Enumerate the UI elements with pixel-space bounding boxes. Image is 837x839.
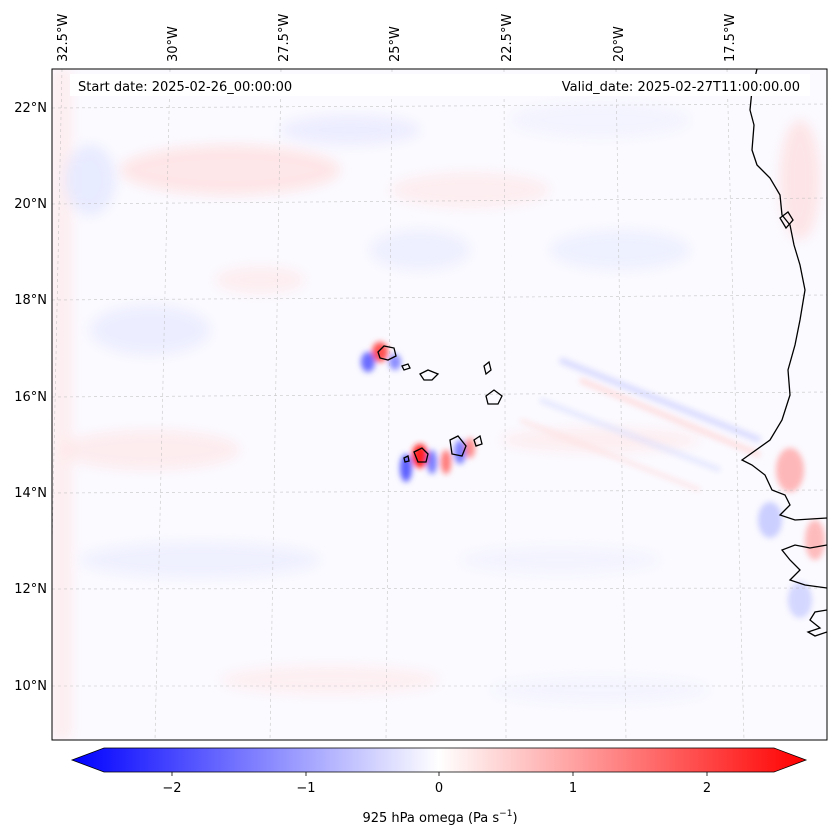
gridlines — [52, 69, 827, 740]
lat-tick-label: 22°N — [14, 101, 47, 116]
lon-tick-label: 17.5°W — [723, 14, 738, 62]
longitude-ticks: 32.5°W 30°W 27.5°W 25°W 22.5°W 20°W 17.5… — [56, 14, 738, 62]
lon-tick-label: 32.5°W — [56, 14, 71, 62]
lat-tick-label: 18°N — [14, 293, 47, 308]
lat-tick-label: 16°N — [14, 390, 47, 405]
colorbar-tick-label: 2 — [703, 781, 711, 796]
lon-tick-label: 27.5°W — [277, 14, 292, 62]
colorbar: −2 −1 0 1 2 925 hPa omega (Pa s−1) — [70, 747, 808, 826]
colorbar-tick-label: 0 — [435, 781, 443, 796]
header-band — [70, 74, 810, 96]
map-frame — [51, 68, 828, 741]
colorbar-title: 925 hPa omega (Pa s−1) — [362, 809, 517, 826]
lat-tick-label: 10°N — [14, 679, 47, 694]
colorbar-tick-label: −1 — [296, 781, 315, 796]
map-panel: Start date: 2025-02-26_00:00:00 Valid_da… — [51, 68, 828, 741]
valid-date-label: Valid_date: 2025-02-27T11:00:00.00 — [562, 80, 800, 95]
colorbar-tick-label: −2 — [162, 781, 181, 796]
colorbar-bar — [70, 747, 808, 773]
lon-tick-label: 30°W — [166, 26, 181, 62]
colorbar-ticks — [171, 772, 708, 776]
omega-field — [52, 69, 827, 740]
lon-tick-label: 25°W — [388, 26, 403, 62]
lon-tick-label: 22.5°W — [500, 14, 515, 62]
lat-tick-label: 20°N — [14, 197, 47, 212]
start-date-label: Start date: 2025-02-26_00:00:00 — [78, 80, 292, 95]
latitude-ticks: 22°N 20°N 18°N 16°N 14°N 12°N 10°N — [14, 101, 47, 694]
lat-tick-label: 12°N — [14, 582, 47, 597]
lat-tick-label: 14°N — [14, 486, 47, 501]
coastlines — [377, 69, 827, 637]
colorbar-title-end: ) — [512, 811, 517, 826]
colorbar-title-main: 925 hPa omega (Pa s — [362, 811, 499, 826]
lon-tick-label: 20°W — [612, 26, 627, 62]
colorbar-tick-label: 1 — [569, 781, 577, 796]
colorbar-title-sup: −1 — [499, 809, 512, 819]
